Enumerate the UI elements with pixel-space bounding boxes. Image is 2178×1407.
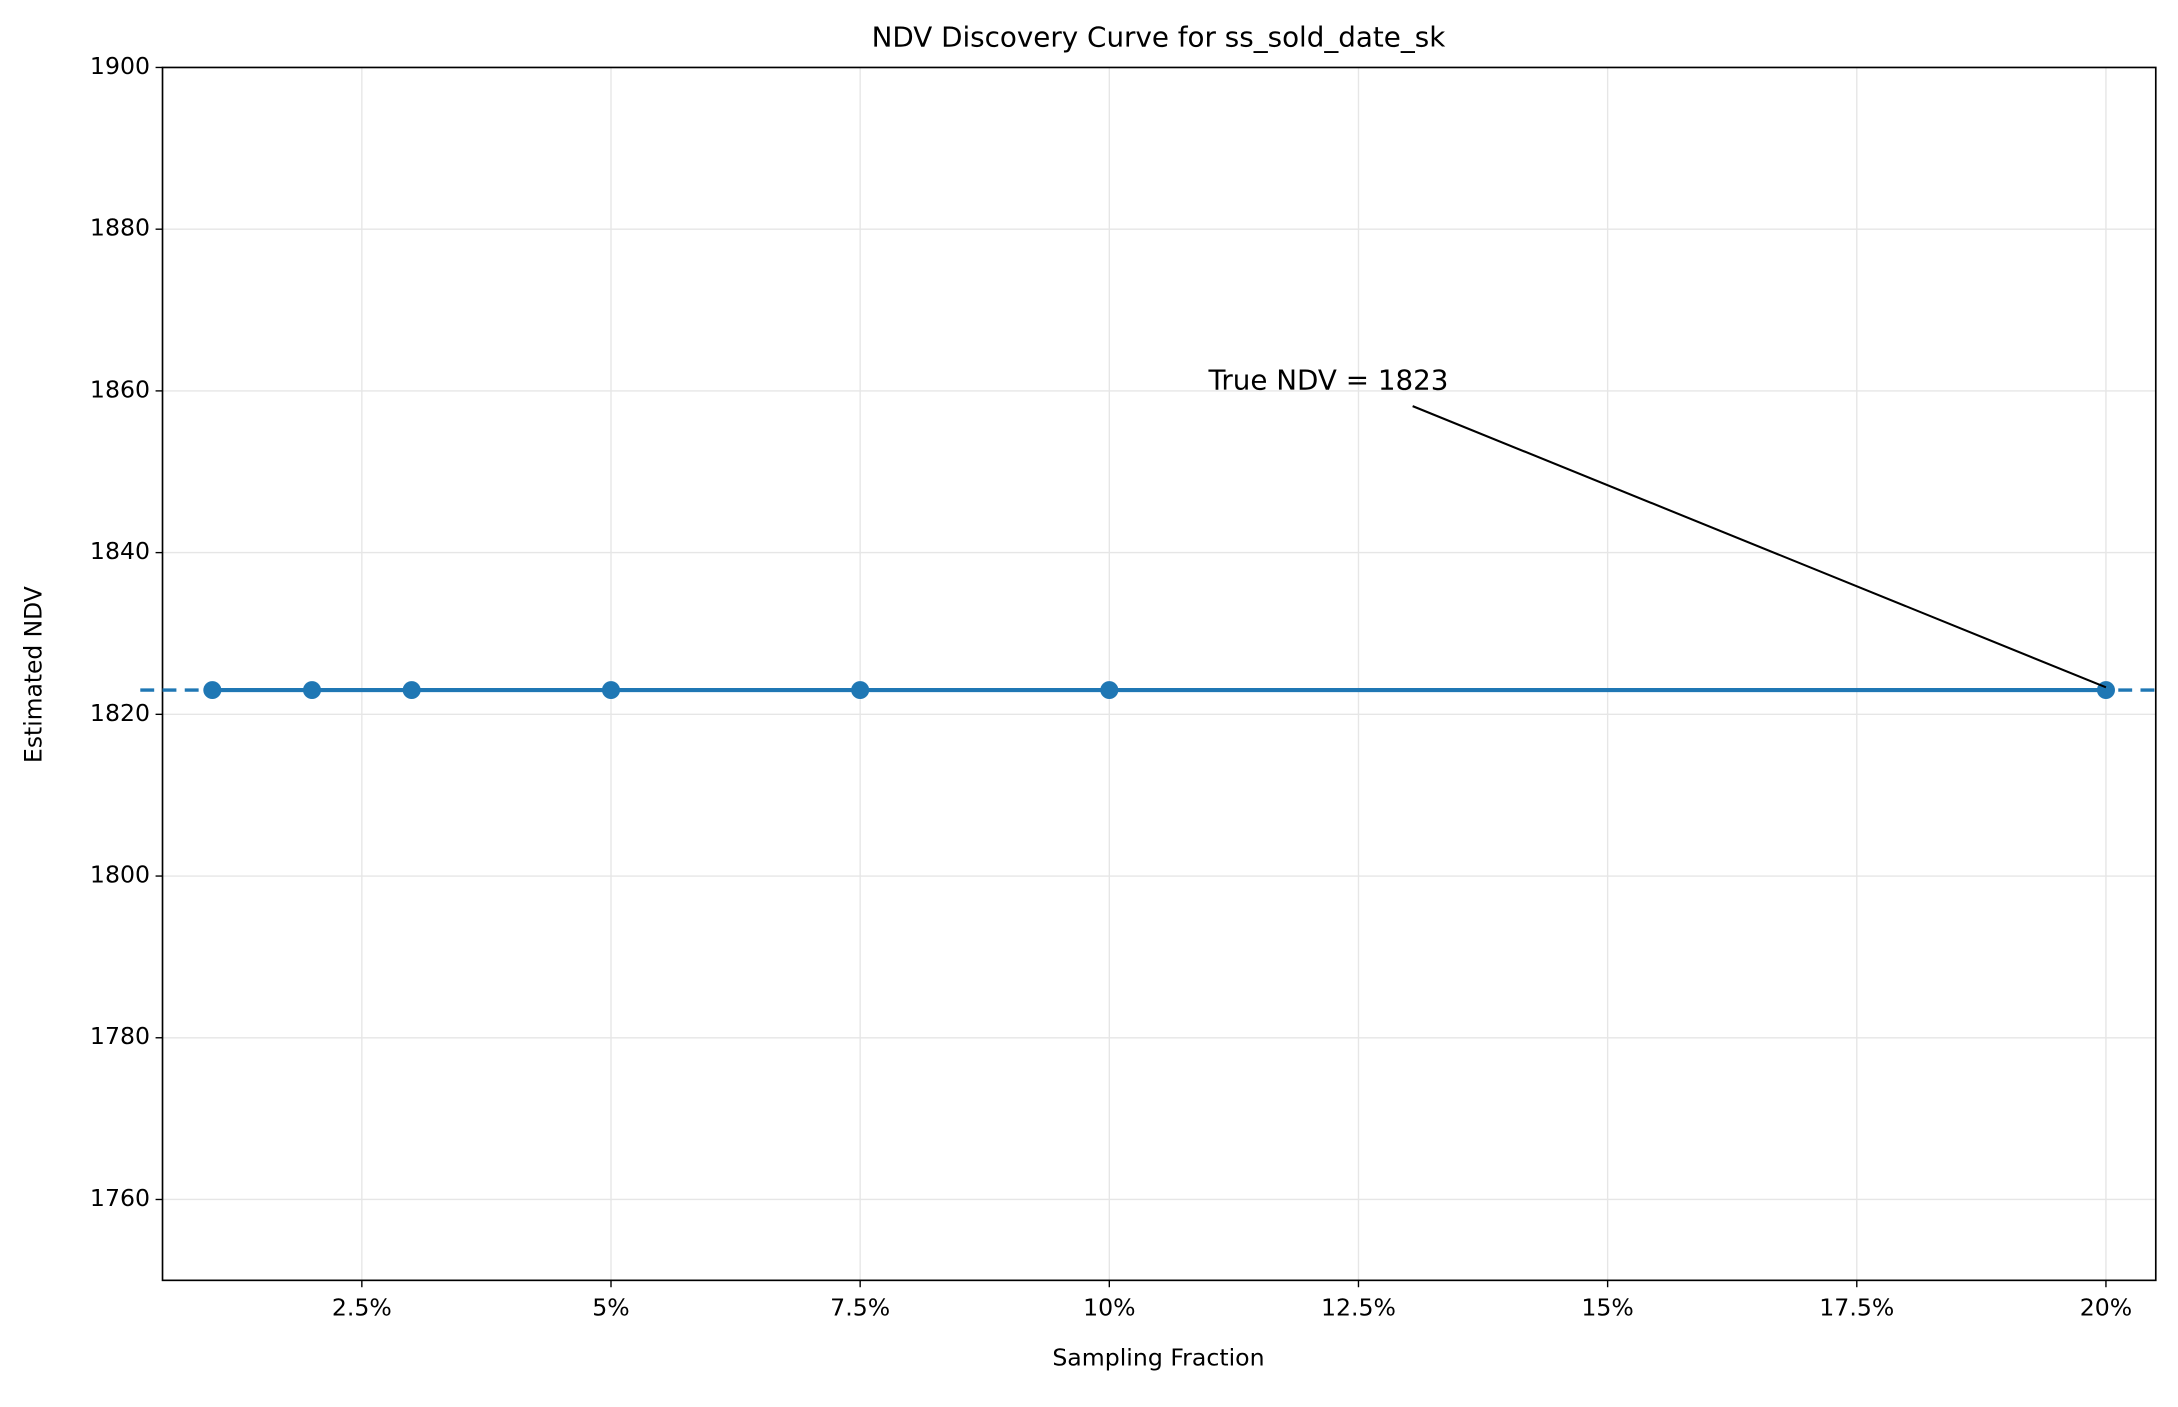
plot-frame <box>161 66 2157 1282</box>
y-tick-label: 1900 <box>90 52 150 80</box>
x-tick-label: 20% <box>2080 1294 2132 1322</box>
x-tick-label: 2.5% <box>332 1294 392 1322</box>
x-tick-label: 5% <box>592 1294 629 1322</box>
y-tick-label: 1860 <box>90 375 150 403</box>
y-tick-label: 1880 <box>90 214 150 242</box>
data-point <box>302 681 322 700</box>
y-tick-label: 1800 <box>90 861 150 889</box>
x-axis-label: Sampling Fraction <box>1052 1343 1264 1371</box>
chart-title: NDV Discovery Curve for ss_sold_date_sk <box>872 21 1446 54</box>
data-point <box>203 681 222 700</box>
y-tick-label: 1840 <box>90 537 150 565</box>
x-tick-label: 17.5% <box>1819 1294 1894 1322</box>
x-tick-label: 15% <box>1581 1294 1633 1322</box>
data-point <box>601 681 621 700</box>
data-point <box>402 681 421 700</box>
x-tick-label: 7.5% <box>830 1294 890 1322</box>
y-tick-label: 1760 <box>90 1184 150 1212</box>
y-axis-label: Estimated NDV <box>19 586 47 763</box>
data-point <box>851 681 870 700</box>
data-point <box>1100 681 1119 700</box>
x-tick-label: 12.5% <box>1321 1294 1396 1322</box>
annotation-arrow <box>1412 405 2107 689</box>
x-tick-label: 10% <box>1083 1294 1135 1322</box>
y-tick-label: 1820 <box>90 699 150 727</box>
annotation: True NDV = 1823 <box>1207 363 1448 396</box>
y-tick-label: 1780 <box>90 1022 150 1050</box>
